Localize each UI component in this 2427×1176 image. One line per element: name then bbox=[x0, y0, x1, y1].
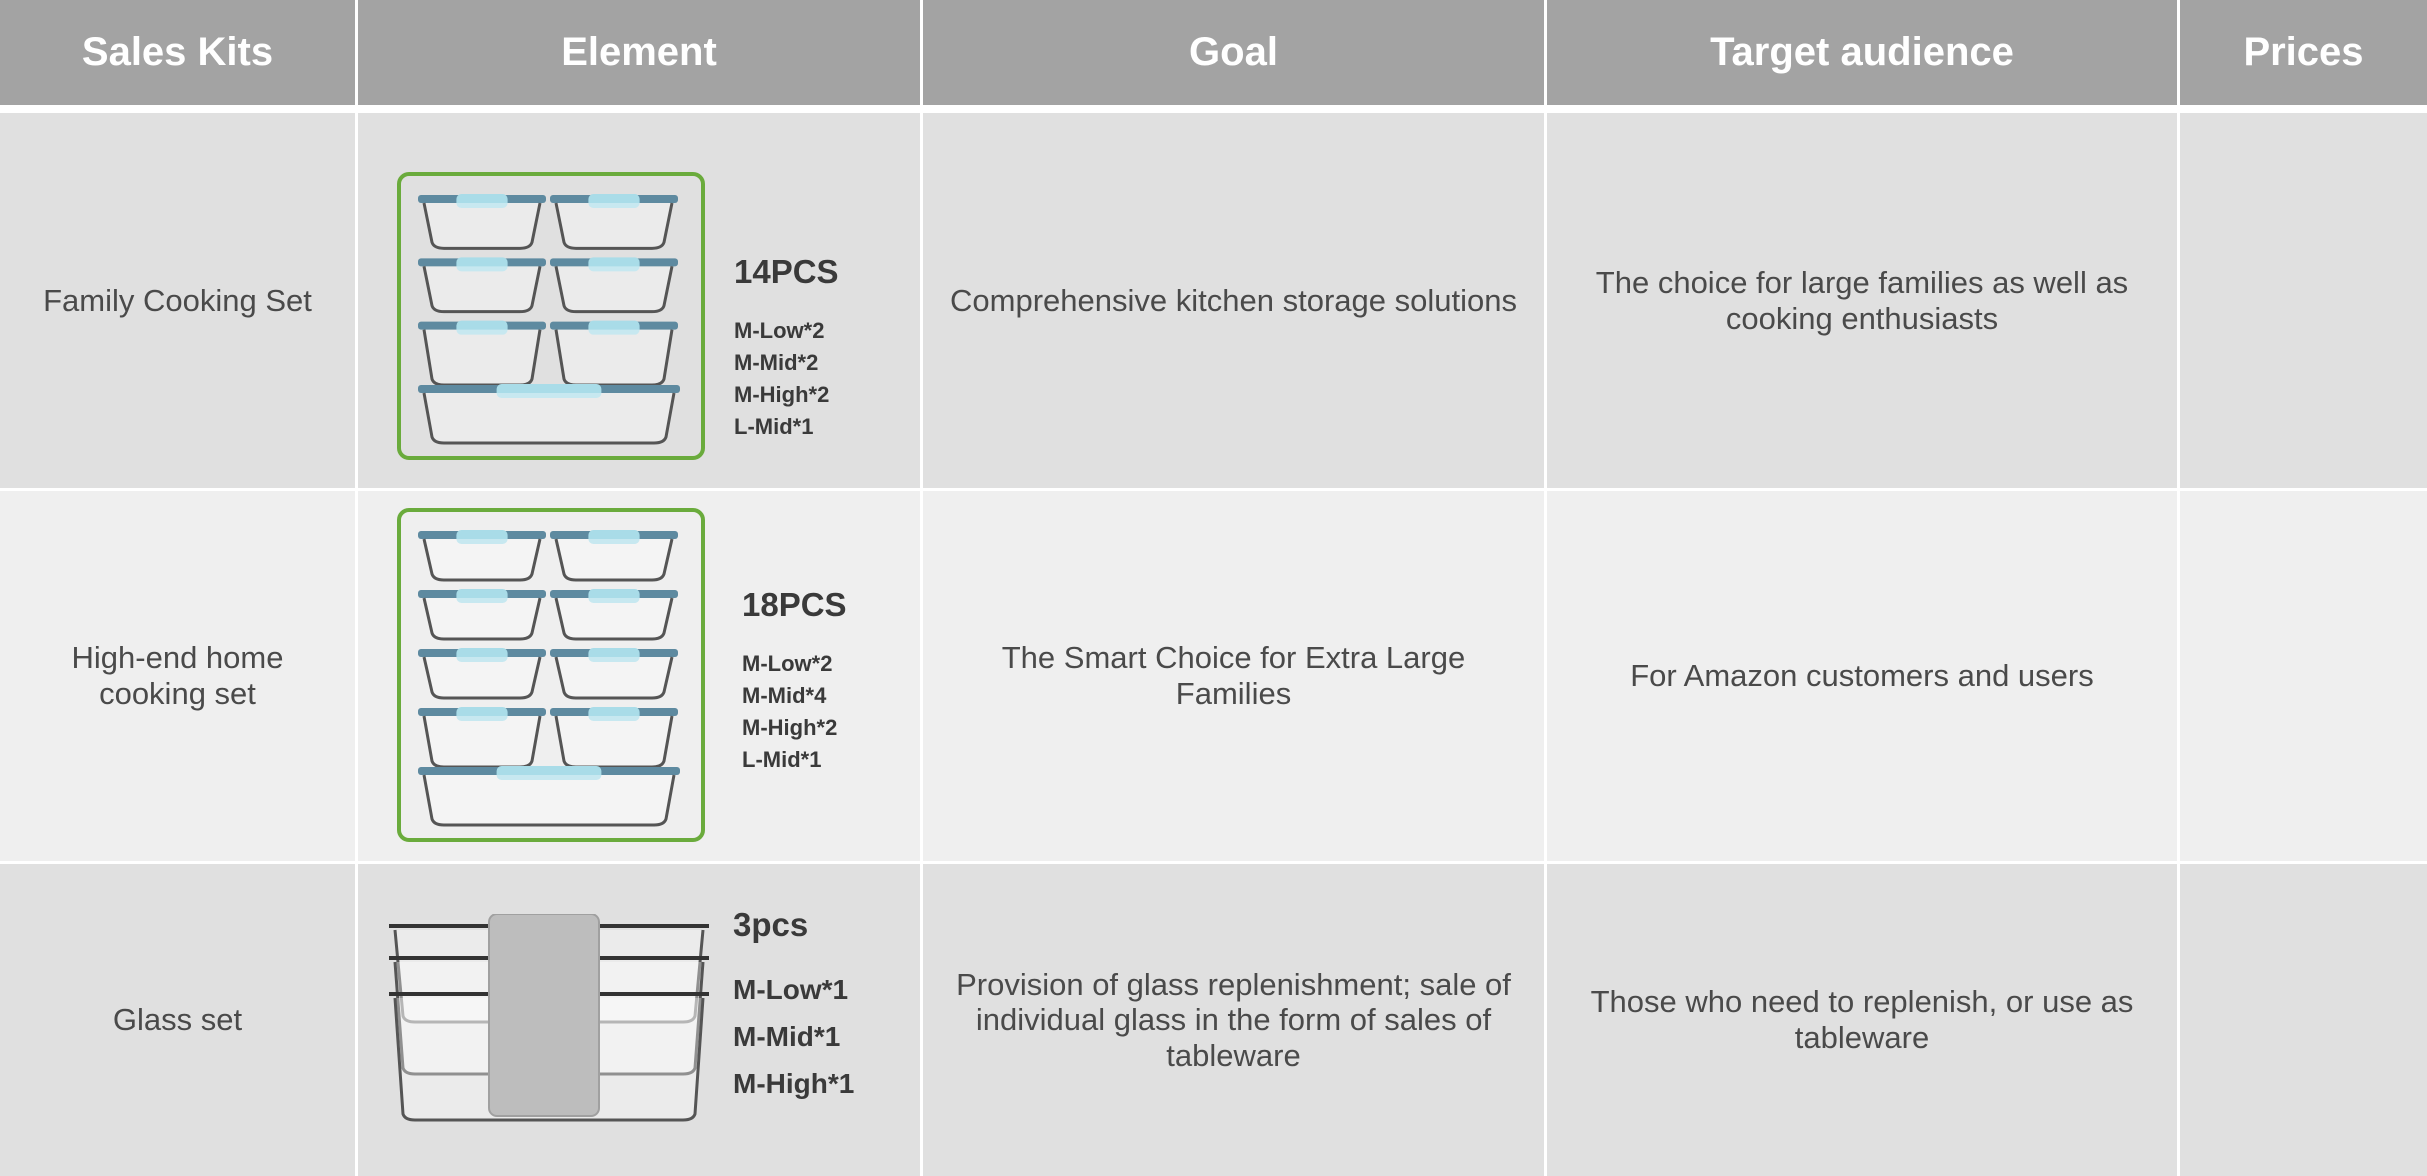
piece-count: 14PCS bbox=[734, 253, 839, 290]
body-cell: Those who need to replenish, or use as t… bbox=[1547, 864, 2177, 1176]
piece-item: M-Low*2 bbox=[734, 318, 825, 343]
piece-item: M-High*2 bbox=[742, 715, 838, 740]
piece-item: M-High*1 bbox=[733, 1068, 855, 1099]
body-cell: The Smart Choice for Extra Large Familie… bbox=[923, 491, 1544, 861]
body-cell: Comprehensive kitchen storage solutions bbox=[923, 113, 1544, 488]
header-cell: Element bbox=[358, 0, 920, 105]
body-cell: High-end home cooking set bbox=[0, 491, 355, 861]
body-cell: Glass set bbox=[0, 864, 355, 1176]
piece-item: L-Mid*1 bbox=[742, 747, 822, 772]
element-text: 3pcs M-Low*1 M-Mid*1 M-High*1 bbox=[733, 906, 854, 1107]
piece-count: 18PCS bbox=[742, 586, 847, 623]
piece-count: 3pcs bbox=[733, 906, 809, 943]
header-cell: Goal bbox=[923, 0, 1544, 105]
piece-item: M-Mid*2 bbox=[734, 350, 819, 375]
body-cell: For Amazon customers and users bbox=[1547, 491, 2177, 861]
element-text: 18PCS M-Low*2 M-Mid*4 M-High*2 L-Mid*1 bbox=[742, 586, 847, 776]
body-cell: The choice for large families as well as… bbox=[1547, 113, 2177, 488]
piece-item: M-Low*1 bbox=[733, 974, 849, 1005]
price-cell bbox=[2180, 864, 2427, 1176]
piece-item: L-Mid*1 bbox=[734, 414, 814, 439]
piece-item: M-Mid*4 bbox=[742, 683, 827, 708]
body-cell: Provision of glass replenishment; sale o… bbox=[923, 864, 1544, 1176]
header-cell: Sales Kits bbox=[0, 0, 355, 105]
header-cell: Target audience bbox=[1547, 0, 2177, 105]
product-image bbox=[397, 508, 705, 842]
body-cell bbox=[358, 491, 920, 861]
piece-item: M-High*2 bbox=[734, 382, 830, 407]
body-cell bbox=[358, 864, 920, 1176]
product-image bbox=[397, 172, 705, 460]
price-cell bbox=[2180, 491, 2427, 861]
element-text: 14PCS M-Low*2 M-Mid*2 M-High*2 L-Mid*1 bbox=[734, 253, 839, 443]
piece-item: M-Low*2 bbox=[742, 651, 833, 676]
product-image bbox=[389, 914, 709, 1122]
piece-item: M-Mid*1 bbox=[733, 1021, 841, 1052]
price-cell bbox=[2180, 113, 2427, 488]
body-cell: Family Cooking Set bbox=[0, 113, 355, 488]
header-cell: Prices bbox=[2180, 0, 2427, 105]
